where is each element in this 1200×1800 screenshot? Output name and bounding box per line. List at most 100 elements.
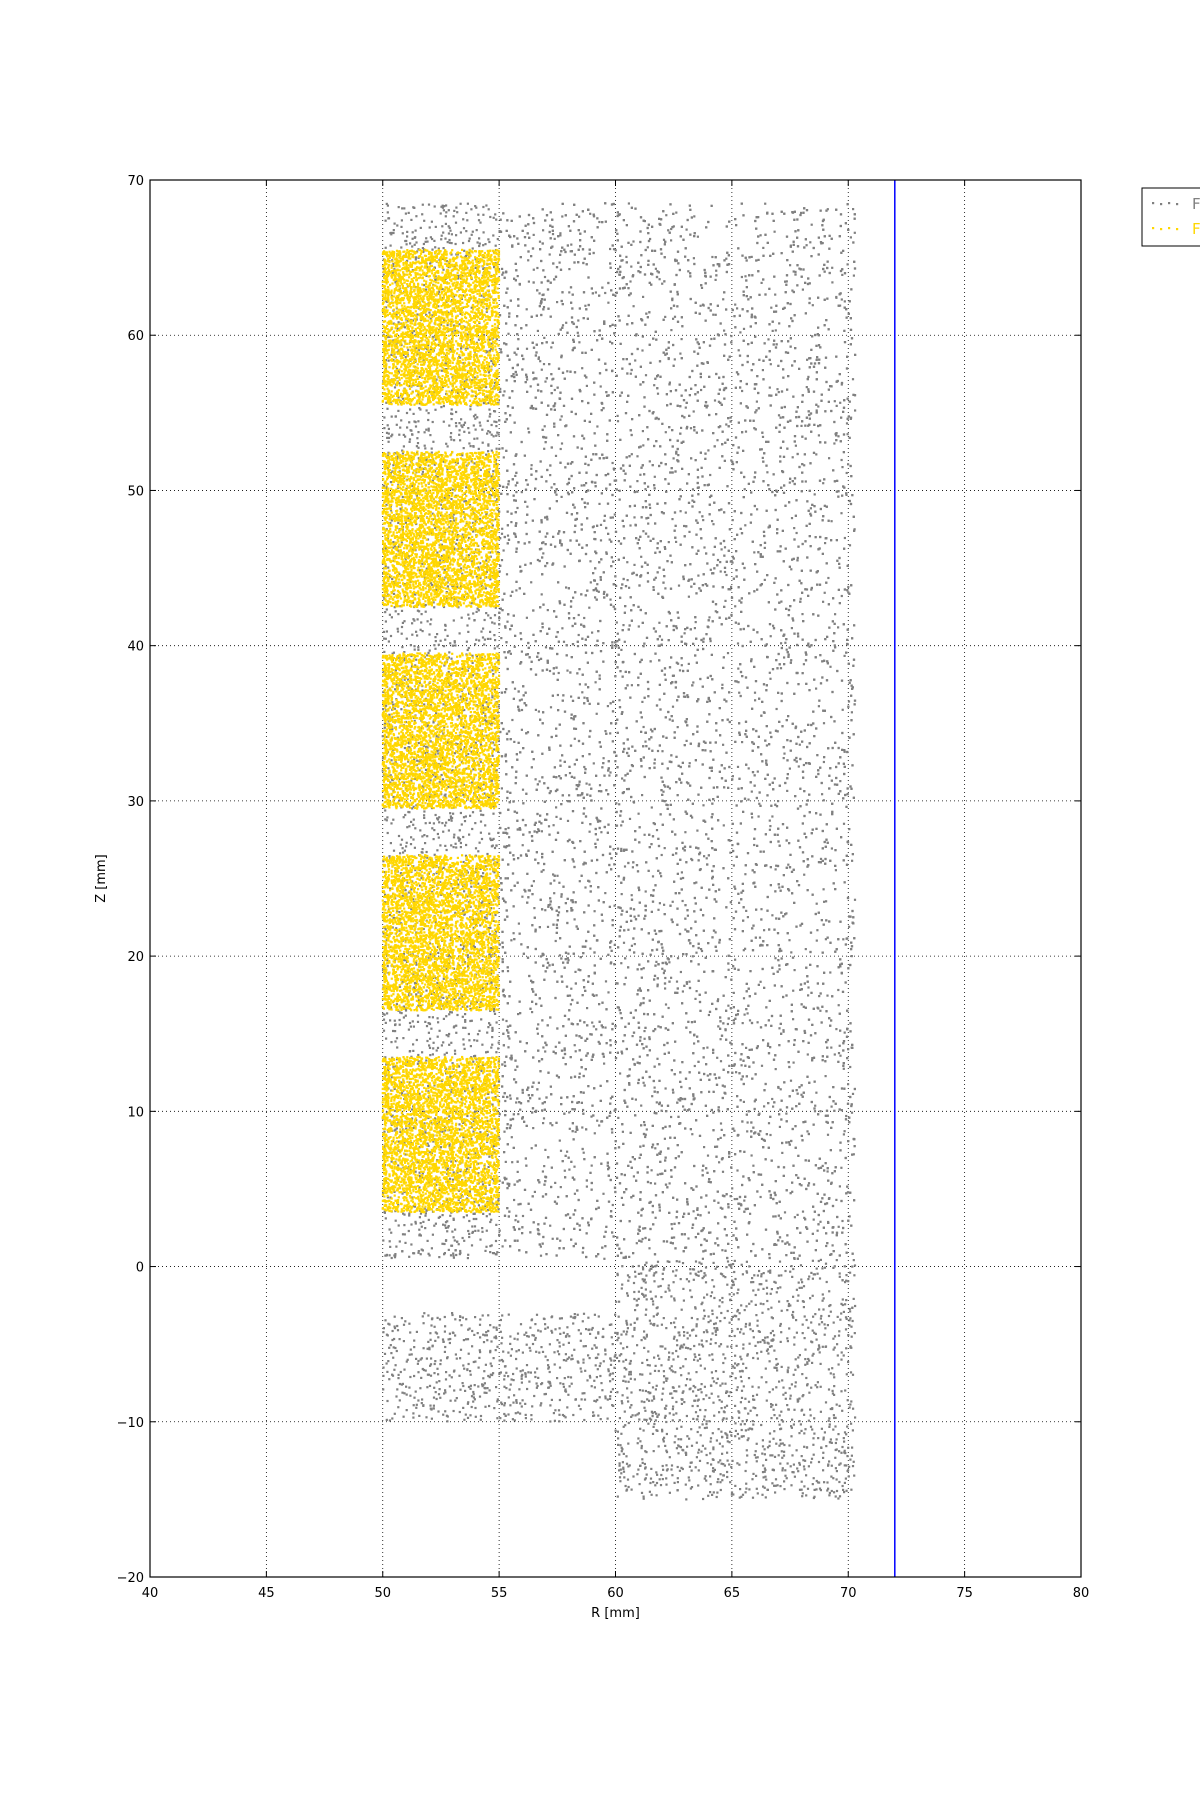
data-point xyxy=(459,439,462,442)
data-point xyxy=(467,239,471,243)
data-point xyxy=(421,851,424,854)
data-point xyxy=(400,708,403,711)
data-point xyxy=(405,411,409,415)
data-point xyxy=(411,1126,415,1130)
data-point xyxy=(438,781,441,784)
data-point xyxy=(386,816,389,819)
data-point xyxy=(396,910,399,913)
data-point xyxy=(480,1018,483,1021)
data-point xyxy=(466,202,469,205)
data-point xyxy=(488,832,491,835)
data-point xyxy=(442,420,445,423)
data-point xyxy=(383,973,386,976)
data-point xyxy=(407,555,411,558)
data-point xyxy=(456,211,459,214)
data-point xyxy=(429,779,432,782)
data-point xyxy=(455,1031,458,1034)
data-point xyxy=(480,527,483,530)
data-point xyxy=(445,1034,448,1037)
data-point xyxy=(459,1249,462,1253)
data-point xyxy=(424,610,427,613)
data-point xyxy=(404,1241,407,1244)
data-point xyxy=(443,568,446,571)
data-point xyxy=(383,1211,386,1214)
data-point xyxy=(456,1013,459,1017)
data-point xyxy=(393,707,396,710)
data-point xyxy=(478,244,481,248)
data-point xyxy=(383,1072,386,1075)
data-point xyxy=(478,421,481,424)
data-point xyxy=(427,429,430,432)
data-point xyxy=(397,613,400,616)
data-point xyxy=(473,1117,476,1120)
data-point xyxy=(452,1256,455,1259)
data-point xyxy=(423,219,426,222)
data-point xyxy=(456,1171,459,1174)
data-point xyxy=(431,1016,434,1019)
data-point xyxy=(454,1249,457,1252)
data-point xyxy=(404,212,407,215)
data-point xyxy=(398,911,401,914)
data-point xyxy=(394,281,397,284)
data-point xyxy=(463,1047,466,1050)
data-point xyxy=(413,619,416,622)
data-point xyxy=(393,1254,396,1257)
data-point xyxy=(382,1239,385,1242)
data-point xyxy=(463,500,466,503)
data-point xyxy=(430,532,433,535)
data-point xyxy=(424,1214,427,1217)
data-point xyxy=(486,419,489,422)
data-point xyxy=(388,1228,391,1231)
data-point xyxy=(445,821,448,824)
data-point xyxy=(476,607,479,610)
data-point xyxy=(400,880,404,883)
data-point xyxy=(461,1207,464,1210)
data-point xyxy=(418,1228,421,1231)
data-point xyxy=(428,649,431,652)
data-point xyxy=(418,681,421,684)
data-point xyxy=(497,1208,500,1211)
data-point xyxy=(385,431,389,434)
data-point xyxy=(466,219,469,222)
data-point xyxy=(495,769,498,772)
data-point xyxy=(469,799,472,803)
data-point xyxy=(448,962,451,965)
data-point xyxy=(408,1214,411,1217)
data-point xyxy=(433,205,436,208)
data-point xyxy=(490,342,493,345)
data-point xyxy=(474,205,477,208)
data-point xyxy=(480,875,483,878)
data-point xyxy=(487,1092,490,1095)
data-point xyxy=(467,901,470,904)
data-point xyxy=(493,647,496,650)
data-point xyxy=(384,637,387,640)
data-point xyxy=(411,807,414,810)
data-point xyxy=(458,997,461,1000)
data-point xyxy=(468,1219,471,1223)
data-point xyxy=(460,823,463,826)
data-point xyxy=(428,1151,431,1154)
data-point xyxy=(408,440,411,443)
data-point xyxy=(440,893,443,896)
data-point xyxy=(442,231,445,234)
data-point xyxy=(396,327,399,330)
data-point xyxy=(394,415,397,418)
data-point xyxy=(433,1084,436,1087)
data-point xyxy=(436,1159,439,1162)
data-point xyxy=(465,640,468,643)
data-point xyxy=(406,826,409,829)
data-point xyxy=(412,412,415,415)
data-point xyxy=(423,814,426,817)
data-point xyxy=(392,546,395,549)
data-point xyxy=(434,225,437,228)
data-point xyxy=(493,614,497,617)
data-point xyxy=(462,1216,465,1219)
data-point xyxy=(405,243,408,246)
data-point xyxy=(403,675,406,678)
data-point xyxy=(450,242,453,245)
data-point xyxy=(408,1050,411,1053)
data-point xyxy=(459,312,462,315)
data-point xyxy=(454,644,457,647)
data-point xyxy=(459,1201,462,1204)
data-point xyxy=(495,1223,498,1226)
